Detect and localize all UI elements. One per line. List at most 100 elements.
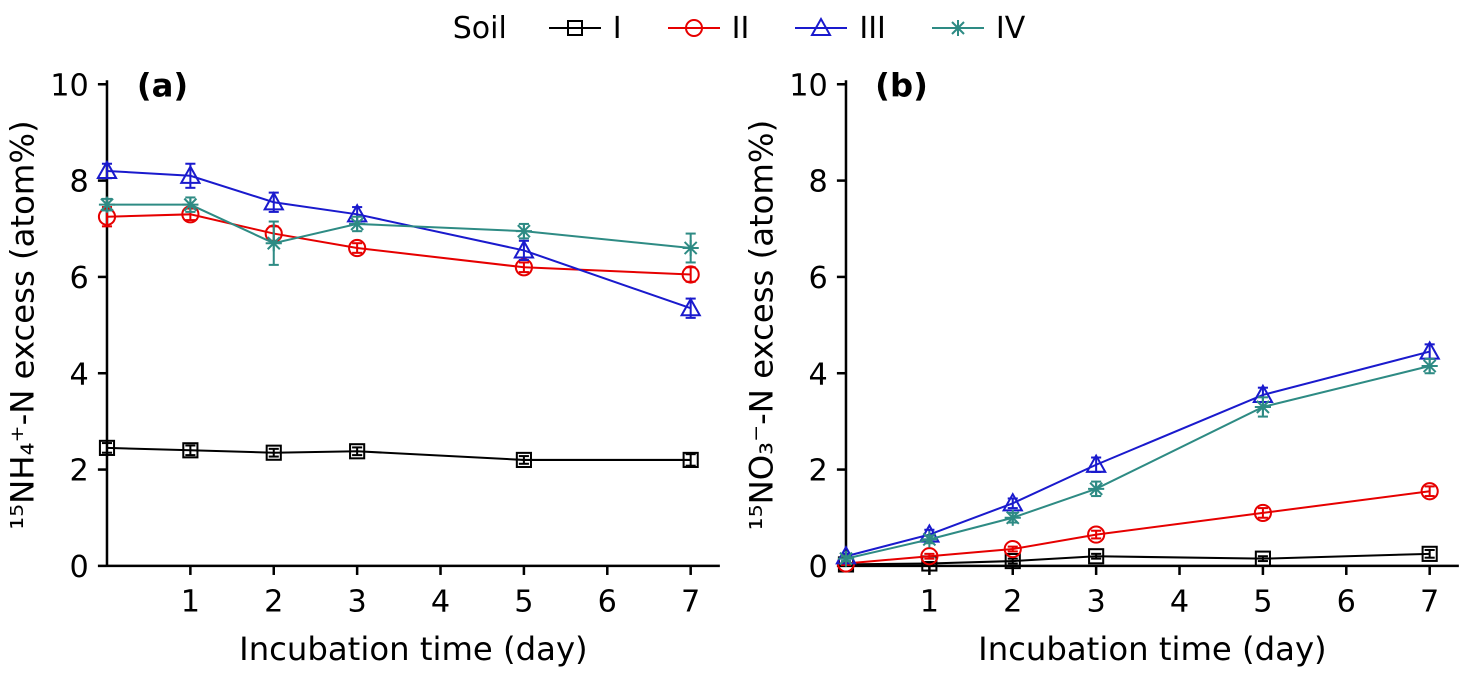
square-marker-icon	[1004, 552, 1021, 570]
svg-text:7: 7	[1420, 584, 1439, 619]
asterisk-marker-icon	[515, 223, 532, 240]
circle-marker-icon	[1087, 525, 1106, 544]
svg-text:5: 5	[514, 584, 533, 619]
series-line	[845, 365, 1430, 560]
legend-item-iv: IV	[930, 11, 1025, 46]
svg-text:0: 0	[809, 550, 828, 585]
triangle-marker-icon	[679, 297, 702, 317]
series-line	[106, 446, 691, 461]
svg-text:6: 6	[70, 261, 89, 296]
circle-marker-icon	[920, 547, 939, 566]
chart-a-svg: 1 2 3 4 5 6 7 0 2 4 6 8 10 Incubation time (day) ¹⁵NH₄…	[3, 66, 720, 668]
legend-item-ii: II	[666, 11, 749, 46]
x-axis-title: Incubation time (day)	[239, 630, 588, 668]
error-bar	[1424, 548, 1435, 559]
legend-items: I II III IV	[547, 11, 1025, 46]
asterisk-marker-icon	[265, 235, 282, 252]
svg-text:8: 8	[809, 165, 828, 200]
square-legend-icon	[548, 20, 601, 36]
series-line	[845, 490, 1430, 565]
asterisk-marker-icon	[1088, 480, 1105, 497]
triangle-marker-icon	[513, 239, 535, 259]
svg-text:2: 2	[264, 584, 283, 619]
y-axis-title: ¹⁵NH₄⁺-N excess (atom%)	[3, 120, 41, 529]
series-line	[106, 213, 691, 276]
svg-text:10: 10	[789, 68, 828, 103]
svg-text:5: 5	[1253, 584, 1272, 619]
square-marker-icon	[682, 451, 699, 469]
legend-item-iii: III	[793, 11, 886, 46]
series-ii	[836, 482, 1439, 573]
asterisk-marker-icon	[1254, 398, 1271, 416]
asterisk-legend-icon	[931, 20, 984, 36]
chart-panels: 1 2 3 4 5 6 7 0 2 4 6 8 10 Incubation time (day) ¹⁵NH₄…	[0, 56, 1478, 686]
legend-label: I	[612, 10, 622, 46]
square-marker-icon	[98, 439, 116, 456]
series-iv	[837, 357, 1438, 567]
y-axis-title: ¹⁵NO₃⁻-N excess (atom%)	[742, 120, 780, 531]
svg-text:3: 3	[347, 584, 366, 619]
triangle-marker-icon	[262, 191, 285, 211]
panel-a: 1 2 3 4 5 6 7 0 2 4 6 8 10 Incubation time (day) ¹⁵NH₄…	[0, 56, 739, 682]
circle-legend-icon	[667, 19, 720, 37]
asterisk-marker-icon	[949, 20, 966, 36]
asterisk-marker-icon	[1421, 357, 1438, 375]
circle-marker-icon	[1420, 482, 1439, 501]
series-ii	[97, 205, 700, 284]
svg-text:8: 8	[70, 165, 89, 200]
circle-marker-icon	[684, 19, 703, 37]
series-iv	[98, 196, 699, 266]
svg-text:4: 4	[809, 357, 828, 392]
series-iii	[835, 340, 1441, 565]
series-line	[845, 552, 1430, 566]
square-marker-icon	[566, 20, 583, 36]
svg-text:1: 1	[181, 584, 200, 619]
tick-labels: 1 2 3 4 5 6 7 0 2 4 6 8 10	[50, 68, 700, 619]
legend-item-i: I	[547, 11, 622, 46]
asterisk-marker-icon	[921, 531, 938, 548]
svg-text:2: 2	[809, 454, 828, 489]
axes	[836, 80, 1459, 575]
series-line	[845, 350, 1430, 558]
triangle-marker-icon	[1085, 453, 1107, 473]
legend: Soil I II III IV	[0, 0, 1478, 56]
legend-label: III	[859, 10, 886, 46]
asterisk-marker-icon	[98, 196, 116, 213]
square-marker-icon	[1254, 550, 1271, 567]
tick-labels: 1 2 3 4 5 6 7 0 2 4 6 8 10	[789, 68, 1439, 619]
axes	[97, 80, 720, 575]
chart-b-svg: 1 2 3 4 5 6 7 0 2 4 6 8 10 Incubation time (day) ¹⁵NO₃…	[742, 66, 1459, 668]
svg-text:10: 10	[50, 68, 89, 103]
panel-label: (b)	[875, 66, 928, 104]
asterisk-marker-icon	[349, 215, 366, 233]
asterisk-marker-icon	[837, 550, 855, 567]
series-i	[98, 439, 699, 469]
legend-label: IV	[995, 10, 1026, 46]
circle-marker-icon	[348, 238, 367, 258]
triangle-marker-icon	[179, 164, 202, 184]
svg-text:2: 2	[1003, 584, 1022, 619]
triangle-legend-icon	[795, 16, 848, 36]
svg-text:4: 4	[1170, 584, 1189, 619]
circle-marker-icon	[681, 265, 700, 284]
square-marker-icon	[182, 442, 199, 459]
svg-text:6: 6	[809, 261, 828, 296]
series-line	[106, 203, 691, 250]
legend-title: Soil	[452, 10, 507, 46]
circle-marker-icon	[1253, 503, 1272, 522]
x-axis-title: Incubation time (day)	[978, 630, 1327, 668]
panel-b: 1 2 3 4 5 6 7 0 2 4 6 8 10 Incubation time (day) ¹⁵NO₃…	[739, 56, 1478, 682]
square-marker-icon	[1421, 545, 1438, 562]
asterisk-marker-icon	[182, 196, 199, 213]
svg-text:4: 4	[70, 357, 89, 392]
square-marker-icon	[515, 451, 532, 469]
svg-text:1: 1	[920, 584, 939, 619]
series-line	[106, 169, 692, 310]
svg-text:4: 4	[431, 584, 450, 619]
square-marker-icon	[265, 444, 282, 461]
triangle-marker-icon	[96, 159, 118, 180]
square-marker-icon	[349, 443, 366, 460]
asterisk-marker-icon	[682, 239, 699, 257]
asterisk-marker-icon	[1004, 509, 1021, 526]
